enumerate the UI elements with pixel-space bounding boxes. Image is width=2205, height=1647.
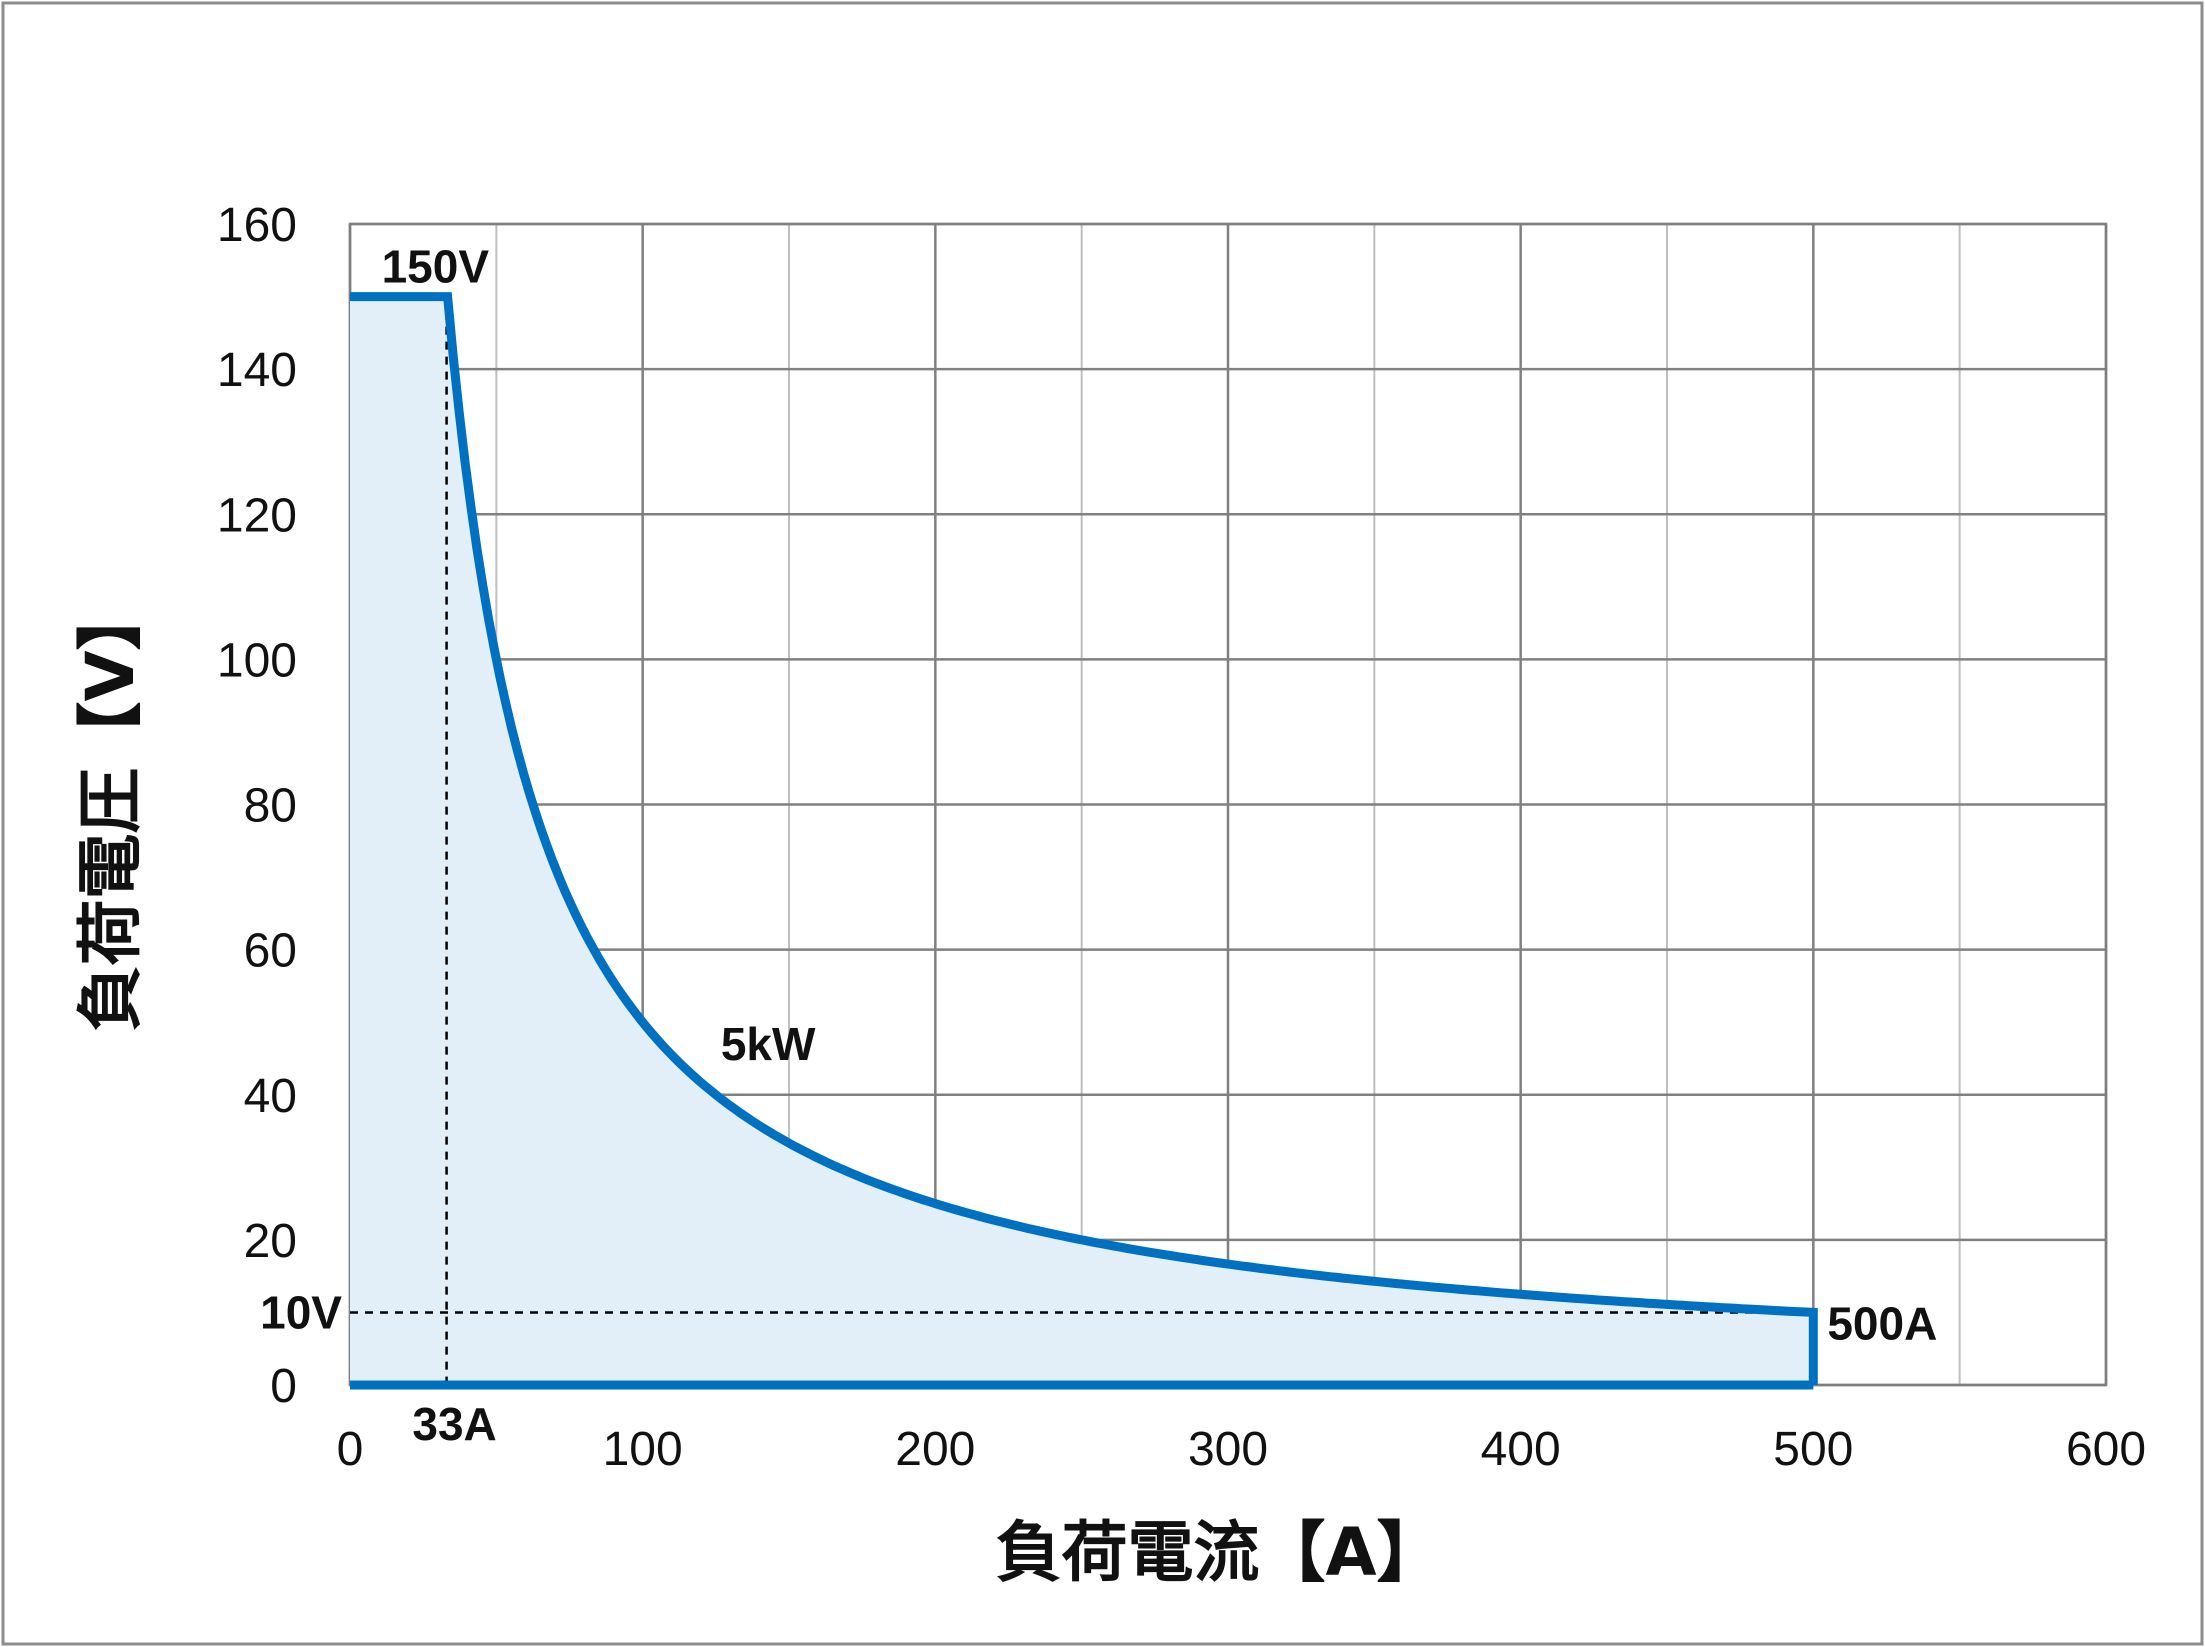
x-tick-label: 0 [337,1423,364,1476]
y-axis-title: 負荷電圧【V】 [72,584,149,1031]
y-tick-label: 160 [217,199,297,252]
y-tick-label: 80 [244,780,297,833]
y-tick-label: 100 [217,634,297,687]
annotation-150v: 150V [382,241,490,293]
reference-lines [350,296,1814,1385]
y-tick-label: 20 [244,1215,297,1268]
x-axis-title: 負荷電流【A】 [995,1514,1442,1591]
annotation-33a: 33A [412,1398,496,1450]
annotation-10v: 10V [260,1286,342,1338]
series-layer [350,292,1818,1390]
x-tick-label: 200 [895,1423,975,1476]
annotation-5kw: 5kW [721,1018,816,1070]
annotations: 150V 5kW 10V 500A 33A [260,241,1937,1450]
x-tick-label: 300 [1188,1423,1268,1476]
operating-area-fill [350,296,1814,1386]
y-tick-label: 120 [217,489,297,542]
series-line-5kw [350,292,1818,1385]
y-tick-label: 60 [244,925,297,978]
y-tick-label: 0 [270,1360,297,1413]
annotation-500a: 500A [1827,1297,1937,1349]
x-tick-label: 400 [1481,1423,1561,1476]
x-tick-label: 600 [2066,1423,2146,1476]
y-tick-label: 140 [217,344,297,397]
y-tick-label: 40 [244,1070,297,1123]
x-tick-label: 100 [603,1423,683,1476]
area-layer [350,296,1814,1386]
x-tick-label: 500 [1773,1423,1853,1476]
tick-labels: 0 100 200 300 400 500 600 0 20 40 60 80 100 120 140 160 [217,199,2146,1476]
